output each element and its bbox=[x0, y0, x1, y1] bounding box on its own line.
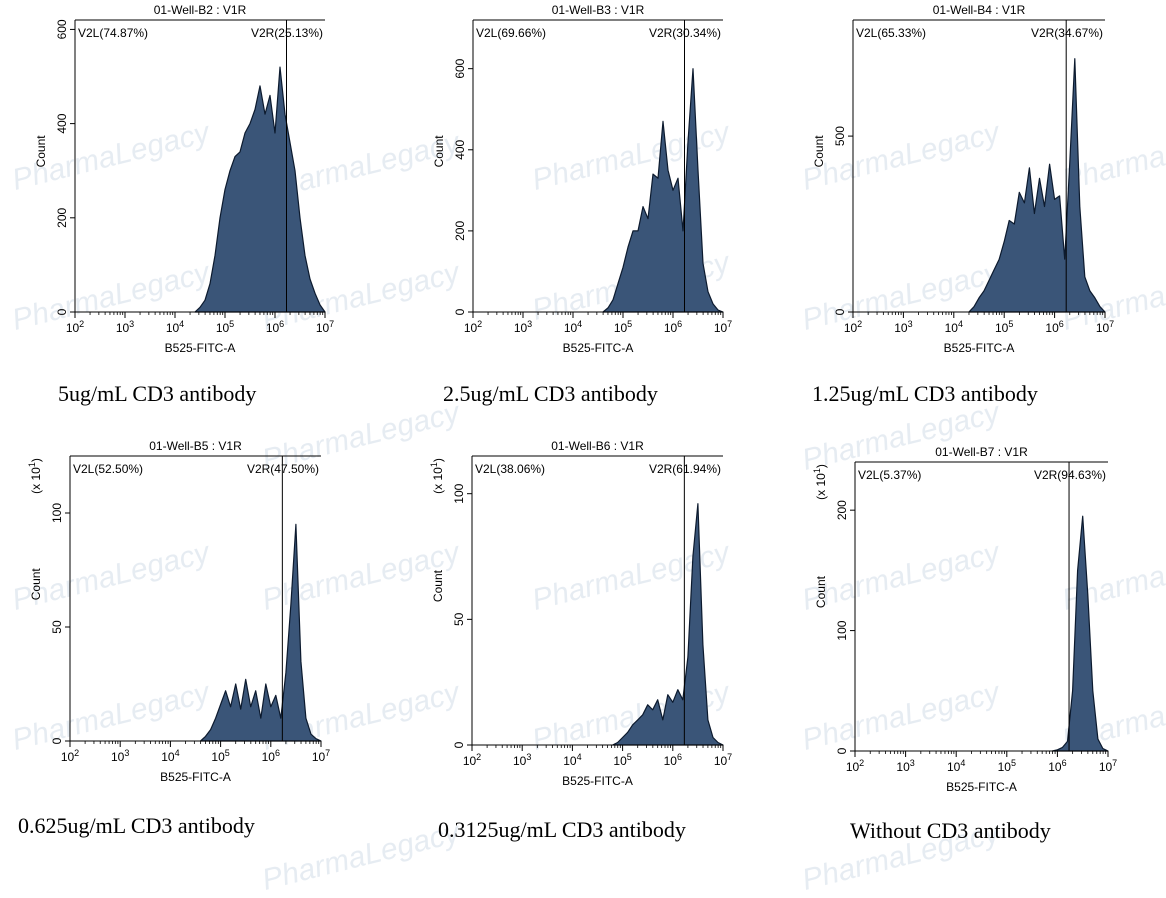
x-tick-label: 103 bbox=[896, 758, 914, 774]
y-tick-label: 0 bbox=[835, 747, 849, 754]
x-tick-label: 106 bbox=[1048, 758, 1066, 774]
y-scale-label: (x 101) bbox=[812, 464, 828, 500]
x-axis-label: B525-FITC-A bbox=[946, 780, 1017, 794]
histogram-panel-6: 102 103 104 105 106 107 0 100 200 B525-FITC-A Coun… bbox=[0, 0, 1166, 868]
right-gate-label: V2R(94.63%) bbox=[1034, 468, 1106, 482]
x-tick-label: 107 bbox=[1099, 758, 1117, 774]
left-gate-label: V2L(5.37%) bbox=[858, 468, 921, 482]
y-axis-label: Count bbox=[814, 575, 828, 608]
x-tick-label: 104 bbox=[947, 758, 965, 774]
panel-caption: Without CD3 antibody bbox=[850, 818, 1051, 844]
x-tick-label: 102 bbox=[846, 758, 864, 774]
histogram-area bbox=[1052, 516, 1108, 751]
y-tick-label: 200 bbox=[835, 500, 849, 520]
y-tick-label: 100 bbox=[835, 620, 849, 640]
plot-title: 01-Well-B7 : V1R bbox=[935, 445, 1028, 459]
x-tick-label: 105 bbox=[998, 758, 1016, 774]
